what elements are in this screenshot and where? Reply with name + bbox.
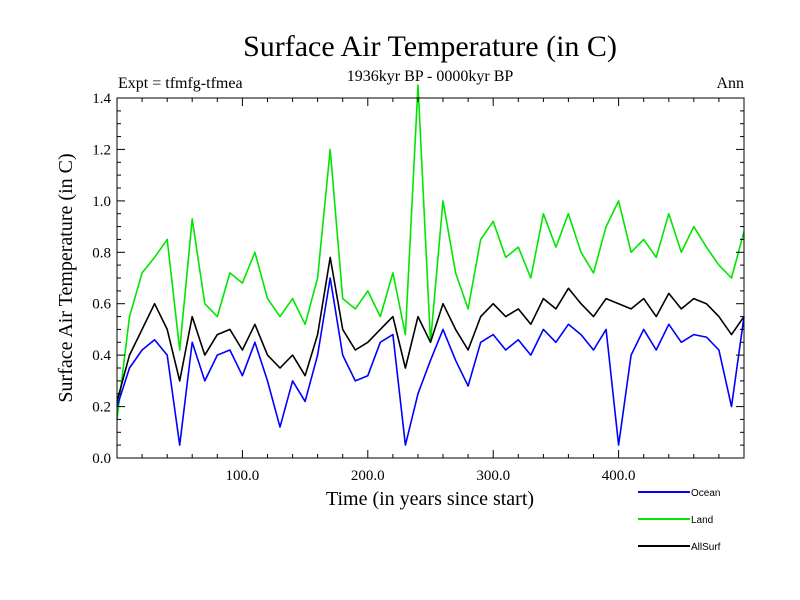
x-tick-label: 200.0: [351, 468, 385, 484]
plot-frame: [116, 97, 745, 459]
y-tick-label: 1.0: [92, 194, 111, 210]
legend: Ocean Land AllSurf: [638, 488, 721, 553]
y-tick-label: 0.0: [92, 451, 111, 467]
y-tick-label: 1.2: [92, 142, 111, 158]
chart-title: Surface Air Temperature (in C): [243, 30, 617, 63]
series-line-allsurf: [116, 256, 745, 402]
x-tick-label: 300.0: [476, 468, 510, 484]
ticks-layer: 100.0 200.0 300.0 400.0 0.0 0.2 0.4 0.6 0.8 1.0 1.…: [92, 91, 744, 484]
y-tick-label: 1.4: [92, 91, 111, 107]
x-tick-label: 100.0: [226, 468, 260, 484]
x-axis-label: Time (in years since start): [326, 488, 534, 510]
legend-label-ocean: Ocean: [691, 488, 720, 499]
series-line-ocean: [116, 277, 745, 446]
series-layer: [116, 84, 745, 446]
y-tick-label: 0.8: [92, 245, 111, 261]
y-tick-label: 0.4: [92, 348, 111, 364]
y-axis-label: Surface Air Temperature (in C): [55, 153, 77, 402]
experiment-label: Expt = tfmfg-tfmea: [118, 75, 243, 92]
legend-label-allsurf: AllSurf: [691, 542, 721, 553]
season-label: Ann: [716, 75, 744, 92]
legend-label-land: Land: [691, 515, 713, 526]
y-tick-label: 0.2: [92, 400, 111, 416]
y-tick-label: 0.6: [92, 297, 111, 313]
x-tick-label: 400.0: [602, 468, 636, 484]
chart-subtitle: 1936kyr BP - 0000kyr BP: [347, 68, 514, 85]
